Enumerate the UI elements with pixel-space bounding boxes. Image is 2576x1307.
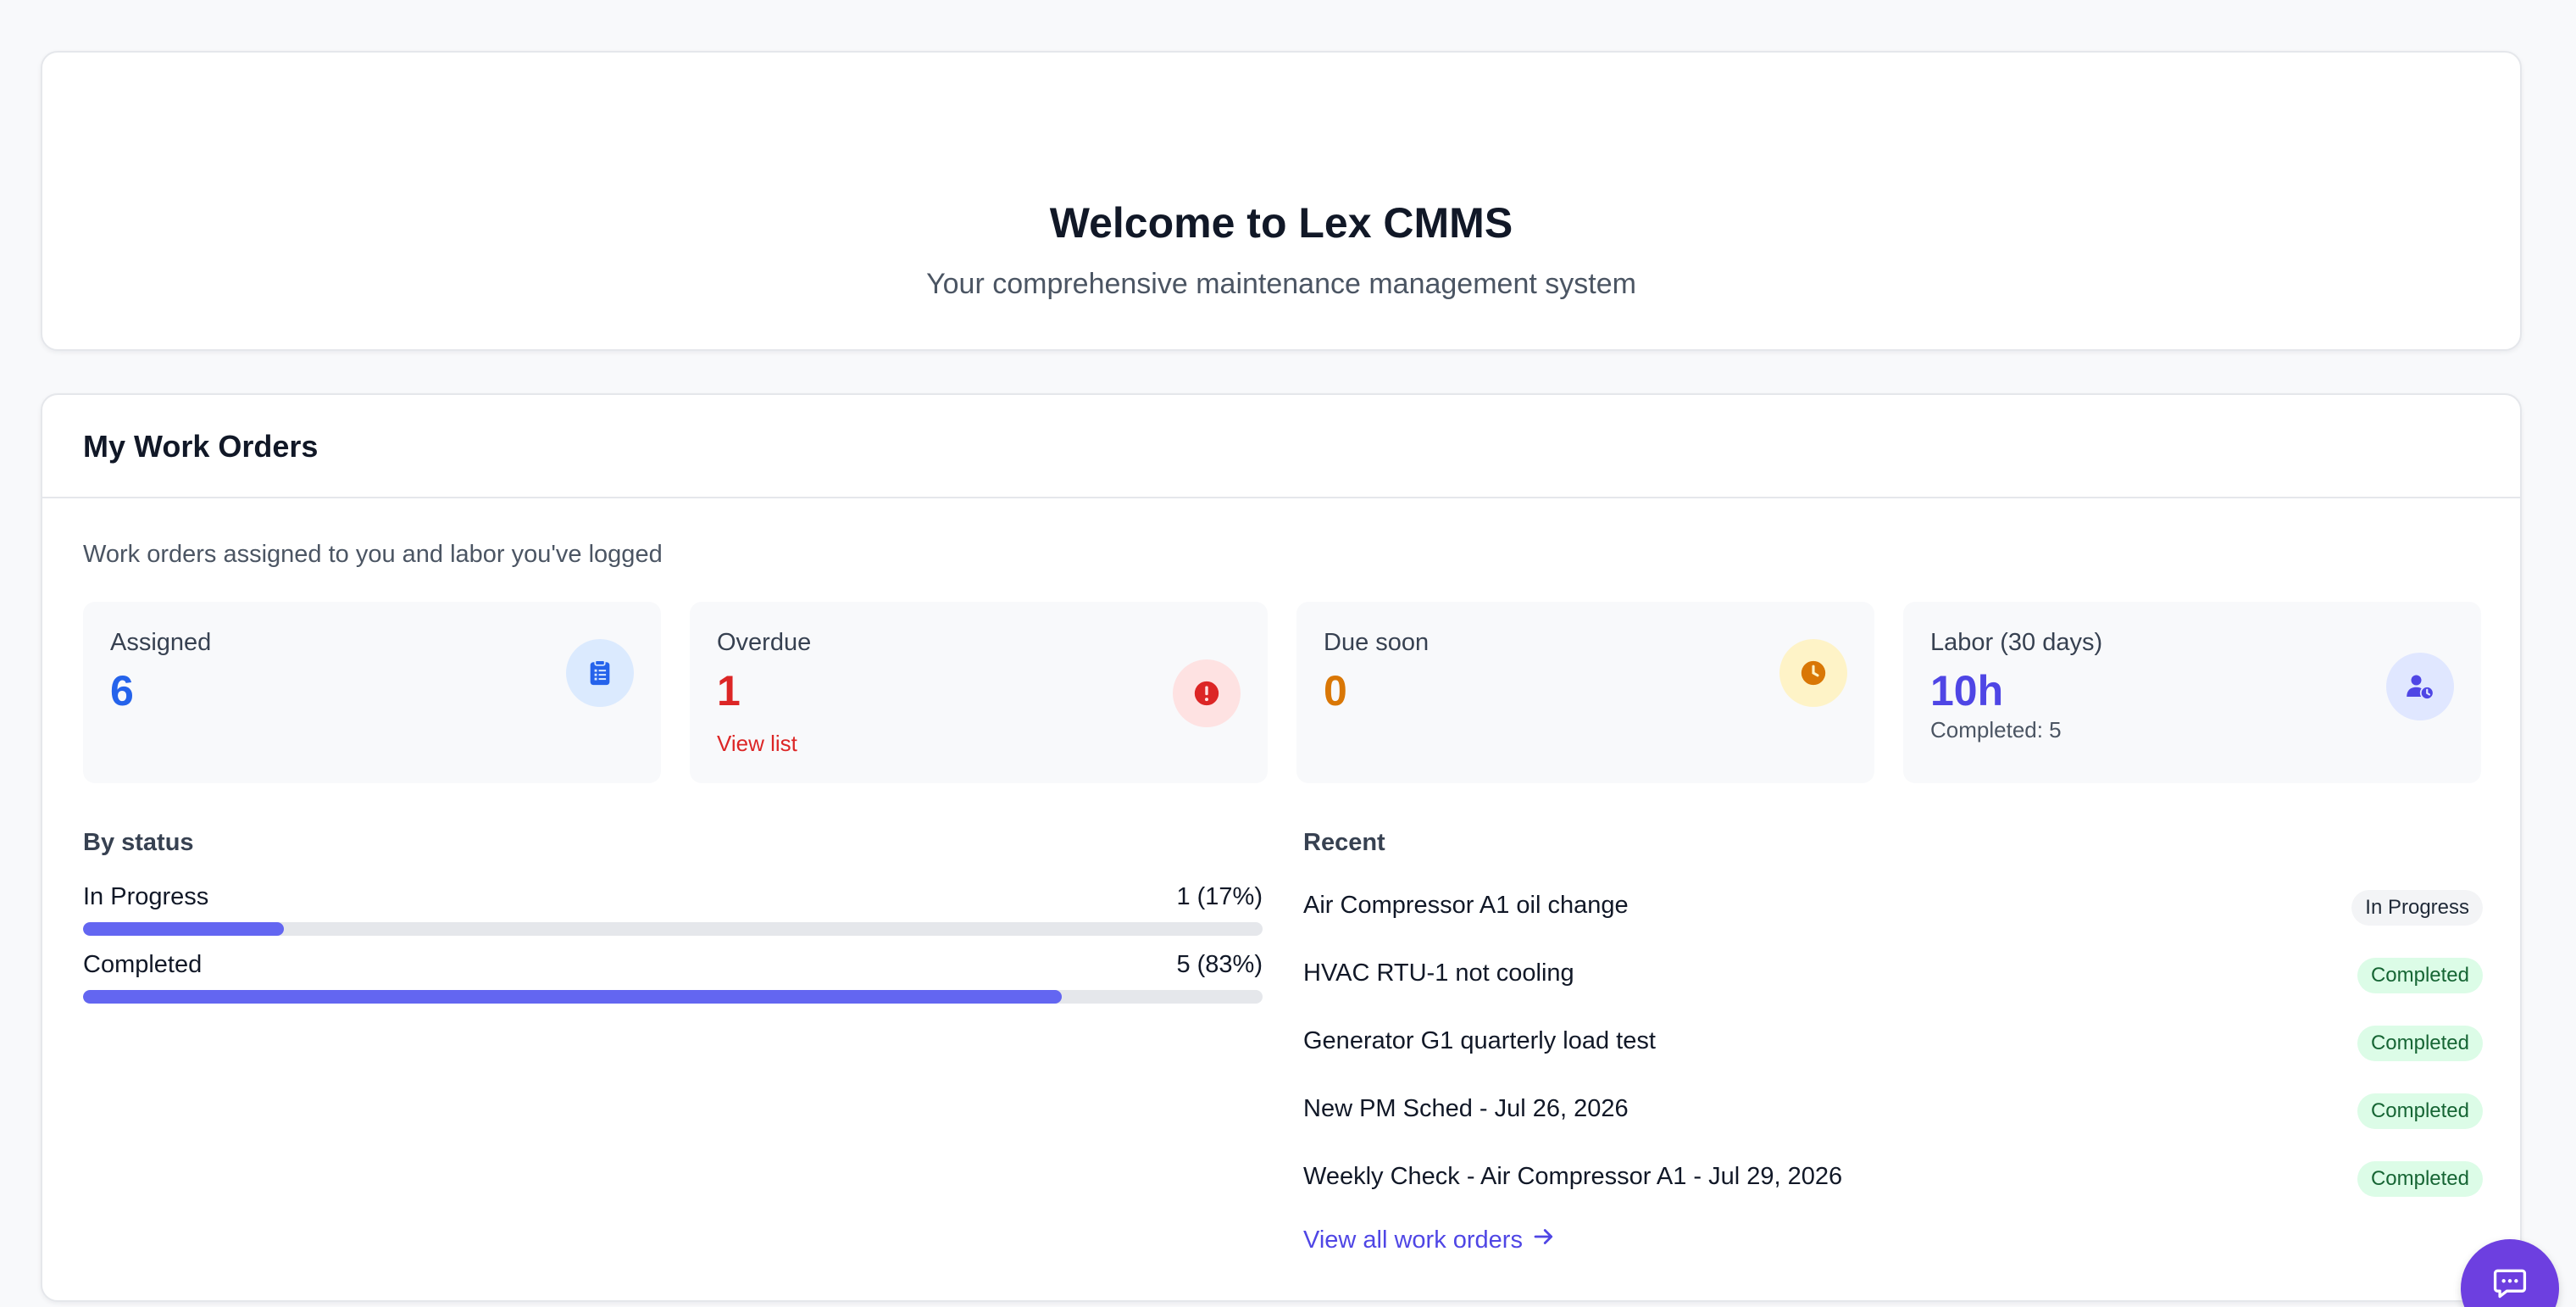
status-bar-track	[83, 922, 1263, 936]
status-bar-row: Completed 5 (83%)	[83, 951, 1263, 1004]
welcome-title: Welcome to Lex CMMS	[1049, 199, 1513, 247]
status-badge: Completed	[2357, 1093, 2483, 1129]
user-clock-icon	[2386, 653, 2454, 720]
recent-title: Recent	[1303, 829, 1385, 856]
status-bar-fill	[83, 990, 1063, 1004]
recent-work-order-title: Generator G1 quarterly load test	[1303, 1027, 1656, 1054]
work-orders-header: My Work Orders	[42, 395, 2520, 498]
stat-value: 1	[717, 667, 741, 715]
stat-card-assigned: Assigned 6	[83, 602, 661, 783]
stat-label: Assigned	[110, 629, 212, 656]
recent-work-order-title: HVAC RTU-1 not cooling	[1303, 959, 1574, 987]
status-bar-row: In Progress 1 (17%)	[83, 883, 1263, 936]
work-orders-title: My Work Orders	[83, 429, 319, 464]
recent-work-order-title: Weekly Check - Air Compressor A1 - Jul 2…	[1303, 1163, 1843, 1190]
stat-card-due-soon: Due soon 0	[1296, 602, 1874, 783]
view-list-link[interactable]: View list	[717, 731, 797, 756]
by-status-title: By status	[83, 829, 194, 856]
stat-sub: Completed: 5	[1930, 717, 2062, 742]
recent-work-order-item[interactable]: Generator G1 quarterly load test Complet…	[1303, 1022, 2483, 1061]
recent-work-order-title: Air Compressor A1 oil change	[1303, 892, 1629, 919]
stat-label: Labor (30 days)	[1930, 629, 2103, 656]
status-bar-fill	[83, 922, 284, 936]
stat-label: Overdue	[717, 629, 812, 656]
stat-value: 6	[110, 667, 134, 715]
view-all-work-orders-link[interactable]: View all work orders	[1303, 1224, 1557, 1256]
stat-value: 0	[1324, 667, 1347, 715]
chat-icon	[2491, 1265, 2529, 1306]
arrow-right-icon	[1531, 1224, 1557, 1256]
status-badge: In Progress	[2351, 890, 2483, 926]
work-orders-card: My Work Orders Work orders assigned to y…	[41, 393, 2522, 1302]
welcome-card: Welcome to Lex CMMS Your comprehensive m…	[41, 51, 2522, 351]
status-bar-value: 5 (83%)	[1176, 951, 1263, 978]
view-all-label: View all work orders	[1303, 1226, 1523, 1254]
status-badge: Completed	[2357, 1026, 2483, 1061]
stat-value: 10h	[1930, 667, 2004, 715]
recent-work-order-item[interactable]: New PM Sched - Jul 26, 2026 Completed	[1303, 1090, 2483, 1129]
stat-label: Due soon	[1324, 629, 1430, 656]
status-bar-track	[83, 990, 1263, 1004]
recent-work-order-item[interactable]: Weekly Check - Air Compressor A1 - Jul 2…	[1303, 1158, 2483, 1197]
work-orders-description: Work orders assigned to you and labor yo…	[83, 541, 663, 568]
status-badge: Completed	[2357, 1161, 2483, 1197]
recent-work-order-item[interactable]: HVAC RTU-1 not cooling Completed	[1303, 954, 2483, 993]
recent-work-order-title: New PM Sched - Jul 26, 2026	[1303, 1095, 1629, 1122]
status-bar-label: Completed	[83, 951, 203, 978]
status-bar-value: 1 (17%)	[1176, 883, 1263, 910]
clock-icon	[1779, 639, 1847, 707]
recent-work-order-item[interactable]: Air Compressor A1 oil change In Progress	[1303, 887, 2483, 926]
stat-card-labor: Labor (30 days) 10h Completed: 5	[1903, 602, 2481, 783]
welcome-subtitle: Your comprehensive maintenance managemen…	[926, 268, 1636, 300]
status-bar-label: In Progress	[83, 883, 209, 910]
alert-circle-icon	[1173, 659, 1241, 727]
status-badge: Completed	[2357, 958, 2483, 993]
stat-card-overdue: Overdue 1 View list	[690, 602, 1268, 783]
clipboard-list-icon	[566, 639, 634, 707]
